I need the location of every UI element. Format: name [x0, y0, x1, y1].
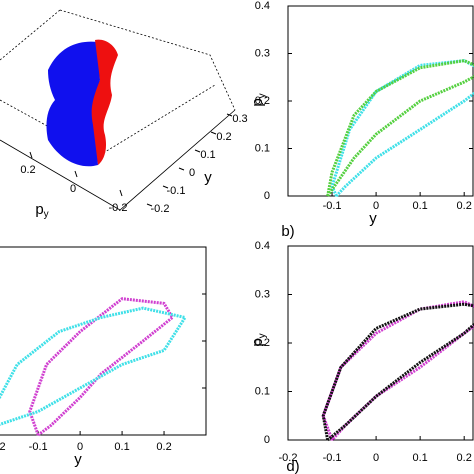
axis-label: y: [204, 169, 212, 186]
y-tick-label: 0.4: [255, 0, 270, 12]
y-tick-label: 0.1: [255, 142, 270, 154]
series-line: [326, 59, 474, 197]
series-line: [330, 59, 474, 198]
y-tick-label: 0.2: [255, 95, 270, 107]
y-tick: [146, 203, 153, 207]
series-line: [0, 306, 187, 426]
x-tick-label: -0.2: [109, 202, 128, 214]
x-tick-label: -0.1: [323, 452, 342, 464]
y-tick-label: 0: [264, 434, 270, 446]
series-line: [28, 297, 174, 437]
y-tick: [194, 149, 201, 153]
y-tick-label: 0: [264, 190, 270, 202]
x-tick-label: 0.2: [457, 200, 472, 212]
x-tick-label: 0.1: [412, 452, 427, 464]
axis-label-sub: y: [257, 93, 268, 98]
axis-label: py: [35, 201, 48, 220]
panel-label: d): [286, 458, 299, 474]
panel-label: b): [281, 223, 294, 240]
x-tick-label: 0.1: [114, 441, 129, 453]
y-tick-label: 0.1: [255, 385, 270, 397]
surface-red: [91, 39, 118, 165]
y-tick-label: 0.4: [255, 240, 270, 252]
y-tick: [226, 113, 233, 117]
x-tick-label: 0.2: [457, 452, 472, 464]
x-tick-label: 0: [373, 452, 379, 464]
axis-label-base: p: [249, 338, 266, 346]
x-tick-label: -0.1: [323, 200, 342, 212]
x-tick-label: -0.1: [29, 441, 48, 453]
x-tick: [119, 189, 123, 197]
x-tick-label: -0.2: [279, 452, 298, 464]
axis-label: y: [74, 451, 82, 468]
y-tick-label: -0.2: [151, 203, 170, 215]
x-tick-label: 0.2: [156, 441, 171, 453]
x-tick-label: 0: [77, 441, 83, 453]
axis-label-base: p: [249, 98, 266, 106]
x-tick-label: -0.2: [0, 441, 6, 453]
x-tick: [74, 170, 78, 178]
y-tick-label: 0.2: [255, 337, 270, 349]
x-tick-label: 0.1: [412, 200, 427, 212]
y-tick-label: -0.1: [167, 185, 186, 197]
axis-label-sub: y: [44, 209, 49, 220]
y-tick: [178, 167, 185, 171]
y-tick: [210, 131, 217, 135]
x-tick-label: 0: [70, 183, 76, 195]
y-tick-label: 0.3: [255, 288, 270, 300]
series-line: [321, 302, 474, 442]
axis-label-base: p: [35, 201, 43, 218]
y-tick-label: 0.2: [216, 131, 231, 143]
axis-label: py: [249, 93, 268, 106]
x-tick-label: 0.2: [20, 164, 35, 176]
y-tick: [162, 185, 169, 189]
x-tick: [29, 151, 33, 159]
surface-blue: [46, 41, 100, 167]
y-tick-label: 0: [189, 167, 195, 179]
axis-label: py: [249, 333, 268, 346]
x-tick-label: 0: [373, 200, 379, 212]
y-tick-label: 0.3: [255, 47, 270, 59]
axis-label-sub: y: [257, 333, 268, 338]
axis-label: y: [369, 210, 377, 227]
y-tick-label: 0.3: [232, 113, 247, 125]
y-tick-label: 0.1: [200, 149, 215, 161]
